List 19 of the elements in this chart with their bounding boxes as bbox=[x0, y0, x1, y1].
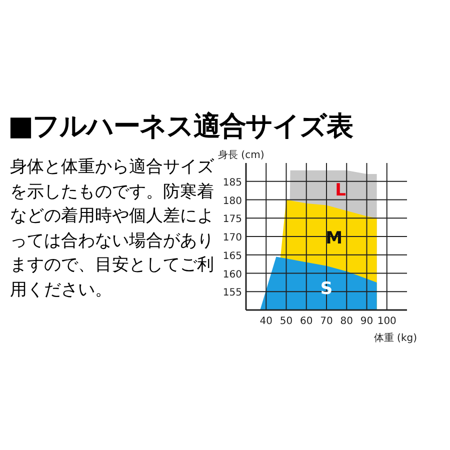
y-tick-label: 175 bbox=[222, 214, 242, 226]
x-tick-label: 100 bbox=[377, 316, 396, 327]
x-tick-label: 50 bbox=[280, 316, 293, 327]
y-axis-title: 身長 (cm) bbox=[218, 149, 264, 161]
x-tick-label: 80 bbox=[340, 316, 353, 327]
text: 身体と体重から適合サイズを示したものです。防寒着などの着用時や個人差によっては合わない場合がありますので、目安としてご利用ください。 bbox=[10, 157, 214, 300]
y-tick-label: 180 bbox=[222, 196, 242, 207]
chart-title: ■フルハーネス適合サイズ表 bbox=[8, 110, 353, 144]
y-tick-label: 185 bbox=[222, 177, 242, 188]
series-label: L bbox=[335, 180, 346, 201]
x-tick-label: 90 bbox=[360, 316, 374, 327]
y-tick-label: 165 bbox=[222, 250, 242, 262]
x-tick-label: 40 bbox=[260, 316, 272, 327]
y-tick-label: 155 bbox=[222, 288, 242, 299]
x-axis-title: 体重 (kg) bbox=[374, 332, 418, 344]
y-tick-label: 170 bbox=[222, 232, 242, 244]
y-tick-label: 160 bbox=[222, 269, 242, 280]
x-tick-label: 70 bbox=[320, 316, 333, 327]
x-tick-label: 60 bbox=[300, 316, 313, 327]
